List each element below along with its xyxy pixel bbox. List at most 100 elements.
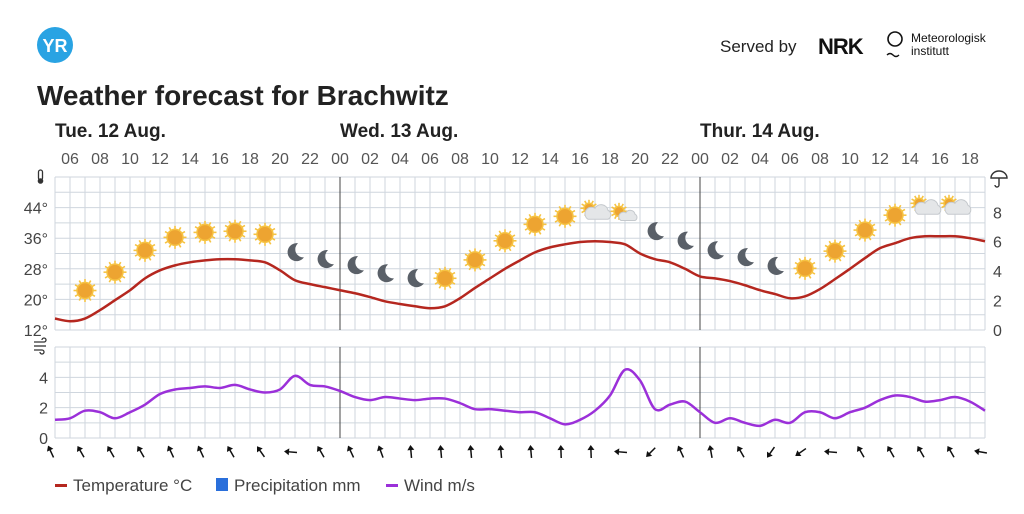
hour-tick-label: 10: [481, 151, 499, 168]
wind-direction-arrow-icon: [676, 445, 685, 458]
wind-direction-arrow-icon: [946, 445, 955, 458]
day-label: Wed. 13 Aug.: [340, 121, 458, 142]
arrow-head: [946, 445, 954, 453]
precipitation-axis-label: 2: [993, 294, 1002, 311]
sun-icon: [103, 260, 127, 284]
wind-icon: [34, 337, 47, 355]
hour-tick-label: 20: [631, 151, 649, 168]
sun-disc: [76, 281, 94, 300]
hour-tick-label: 04: [391, 151, 409, 168]
moon-shape: [677, 231, 694, 250]
met-wave-icon: [886, 52, 900, 58]
wind-direction-arrow-icon: [136, 445, 145, 458]
hour-tick-label: 14: [181, 151, 199, 168]
wind-axis-label: 2: [39, 401, 48, 418]
arrow-head: [766, 451, 773, 458]
sun-disc: [166, 228, 184, 247]
nrk-logo[interactable]: NRK: [818, 34, 865, 59]
arrow-head: [76, 445, 84, 453]
legend-wind-swatch: [386, 484, 398, 487]
sun-icon: [223, 219, 247, 243]
hour-tick-label: 18: [241, 151, 259, 168]
wind-direction-arrow-icon: [974, 448, 988, 456]
arrow-head: [587, 445, 595, 451]
partly-cloudy-icon: [580, 199, 612, 220]
arrow-head: [614, 448, 620, 456]
arrow-head: [256, 446, 263, 453]
arrow-head: [196, 445, 204, 452]
precipitation-axis-label: 6: [993, 235, 1002, 252]
arrow-head: [284, 448, 290, 456]
wind-direction-arrow-icon: [824, 448, 838, 456]
sun-disc: [106, 263, 124, 281]
hour-tick-label: 16: [571, 151, 589, 168]
sun-icon: [823, 239, 847, 263]
sun-icon: [883, 203, 907, 227]
hour-tick-label: 18: [601, 151, 619, 168]
moon-icon: [287, 243, 304, 262]
wind-direction-arrow-icon: [614, 448, 628, 456]
arrow-head: [106, 445, 114, 453]
sun-disc: [226, 222, 244, 240]
temperature-line: [54, 234, 986, 323]
moon-icon: [677, 231, 694, 250]
arrow-head: [407, 445, 415, 451]
moon-icon: [647, 222, 664, 241]
wind-direction-arrow-icon: [346, 445, 355, 458]
moon-shape: [347, 256, 364, 275]
moon-shape: [287, 243, 304, 262]
wind-direction-arrow-icon: [196, 445, 205, 458]
moon-shape: [377, 264, 394, 283]
hour-tick-label: 08: [811, 151, 829, 168]
moon-icon: [767, 256, 784, 275]
wind-direction-arrow-icon: [497, 445, 505, 459]
umbrella-icon: [990, 170, 1008, 188]
sun-icon: [793, 256, 817, 280]
wind-direction-arrow-icon: [46, 445, 55, 458]
cloud: [584, 204, 612, 220]
wind-direction-arrow-icon: [316, 445, 325, 458]
wind-direction-arrow-icon: [795, 447, 807, 457]
wind-direction-arrow-icon: [467, 445, 475, 459]
precipitation-axis-label: 4: [993, 264, 1002, 281]
arrow-head: [646, 450, 653, 457]
wind-direction-arrow-icon: [76, 445, 85, 458]
arrow-head: [856, 445, 864, 453]
wind-direction-arrow-icon: [527, 445, 535, 459]
cloud: [944, 199, 972, 215]
wind-line: [54, 367, 986, 428]
cloud: [618, 209, 638, 222]
sun-icon: [463, 248, 487, 272]
wind-direction-arrow-icon: [736, 445, 745, 458]
sun-icon: [553, 204, 577, 228]
moon-shape: [647, 222, 664, 241]
wind-direction-arrow-icon: [407, 445, 415, 459]
sun-disc: [556, 207, 574, 226]
arrow-head: [377, 445, 384, 452]
hour-tick-label: 02: [361, 151, 379, 168]
hour-tick-label: 22: [661, 151, 679, 168]
legend-temperature[interactable]: Temperature °C: [73, 476, 192, 495]
legend-precipitation[interactable]: Precipitation mm: [234, 476, 361, 495]
hour-tick-label: 08: [451, 151, 469, 168]
hour-tick-label: 04: [751, 151, 769, 168]
moon-icon: [707, 241, 724, 260]
sun-icon: [493, 229, 517, 253]
hour-tick-label: 08: [91, 151, 109, 168]
met-logo[interactable]: Meteorologisk institutt: [886, 31, 987, 58]
sun-disc: [256, 225, 274, 244]
moon-shape: [317, 250, 334, 269]
yr-logo[interactable]: YR: [37, 27, 73, 63]
moon-icon: [377, 264, 394, 283]
hour-tick-label: 14: [541, 151, 559, 168]
sun-icon: [853, 218, 877, 242]
sun-icon: [73, 279, 97, 303]
sun-disc: [526, 215, 544, 234]
moon-shape: [407, 269, 424, 288]
arrow-head: [346, 445, 354, 452]
legend-wind[interactable]: Wind m/s: [404, 476, 475, 495]
wind-direction-arrow-icon: [106, 445, 115, 458]
wind-direction-arrow-icon: [766, 446, 776, 458]
hour-tick-label: 14: [901, 151, 919, 168]
